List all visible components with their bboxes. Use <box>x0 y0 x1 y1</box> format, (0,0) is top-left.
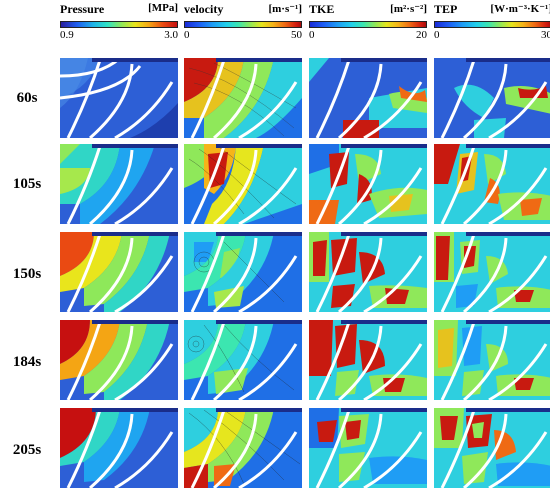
velocity-header: velocity [m·s⁻¹] 0 50 <box>184 2 302 42</box>
panel-tep-150s <box>434 232 550 312</box>
panel-tep-205s <box>434 408 550 488</box>
pressure-unit: [MPa] <box>148 2 178 14</box>
pressure-colorbar <box>60 21 178 28</box>
panel-tep-184s <box>434 320 550 400</box>
panel-pressure-105s <box>60 144 178 224</box>
panel-tke-105s <box>309 144 427 224</box>
tep-unit: [W·m⁻³·K⁻¹] <box>490 3 550 15</box>
panel-pressure-150s <box>60 232 178 312</box>
pressure-min-label: 0.9 <box>60 29 74 41</box>
velocity-max-label: 50 <box>291 29 302 41</box>
tke-min-label: 0 <box>309 29 315 41</box>
panel-pressure-60s <box>60 58 178 138</box>
pressure-max-label: 3.0 <box>164 29 178 41</box>
tep-colorbar <box>434 21 550 28</box>
panel-tke-184s <box>309 320 427 400</box>
row-label-60s: 60s <box>16 90 38 106</box>
tep-header: TEP [W·m⁻³·K⁻¹] 0 30 <box>434 2 550 42</box>
panel-velocity-105s <box>184 144 302 224</box>
velocity-colorbar <box>184 21 302 28</box>
panel-velocity-150s <box>184 232 302 312</box>
tep-max-label: 30 <box>541 29 550 41</box>
tep-min-label: 0 <box>434 29 440 41</box>
velocity-min-label: 0 <box>184 29 190 41</box>
panel-tep-60s <box>434 58 550 138</box>
tke-max-label: 20 <box>416 29 427 41</box>
panel-tke-60s <box>309 58 427 138</box>
tke-colorbar <box>309 21 427 28</box>
tke-header: TKE [m²·s⁻²] 0 20 <box>309 2 427 42</box>
row-label-150s: 150s <box>12 266 42 282</box>
pressure-header: Pressure [MPa] 0.9 3.0 <box>60 2 178 42</box>
velocity-unit: [m·s⁻¹] <box>268 3 302 15</box>
row-label-105s: 105s <box>12 176 42 192</box>
panel-tep-105s <box>434 144 550 224</box>
row-label-184s: 184s <box>12 354 42 370</box>
row-label-205s: 205s <box>12 442 42 458</box>
panel-tke-205s <box>309 408 427 488</box>
panel-pressure-184s <box>60 320 178 400</box>
tke-unit: [m²·s⁻²] <box>390 3 427 15</box>
panel-velocity-60s <box>184 58 302 138</box>
velocity-title: velocity <box>184 2 224 16</box>
tke-title: TKE <box>309 2 335 16</box>
pressure-title: Pressure <box>60 2 105 16</box>
panel-tke-150s <box>309 232 427 312</box>
tep-title: TEP <box>434 2 458 16</box>
panel-velocity-184s <box>184 320 302 400</box>
panel-velocity-205s <box>184 408 302 488</box>
panel-pressure-205s <box>60 408 178 488</box>
